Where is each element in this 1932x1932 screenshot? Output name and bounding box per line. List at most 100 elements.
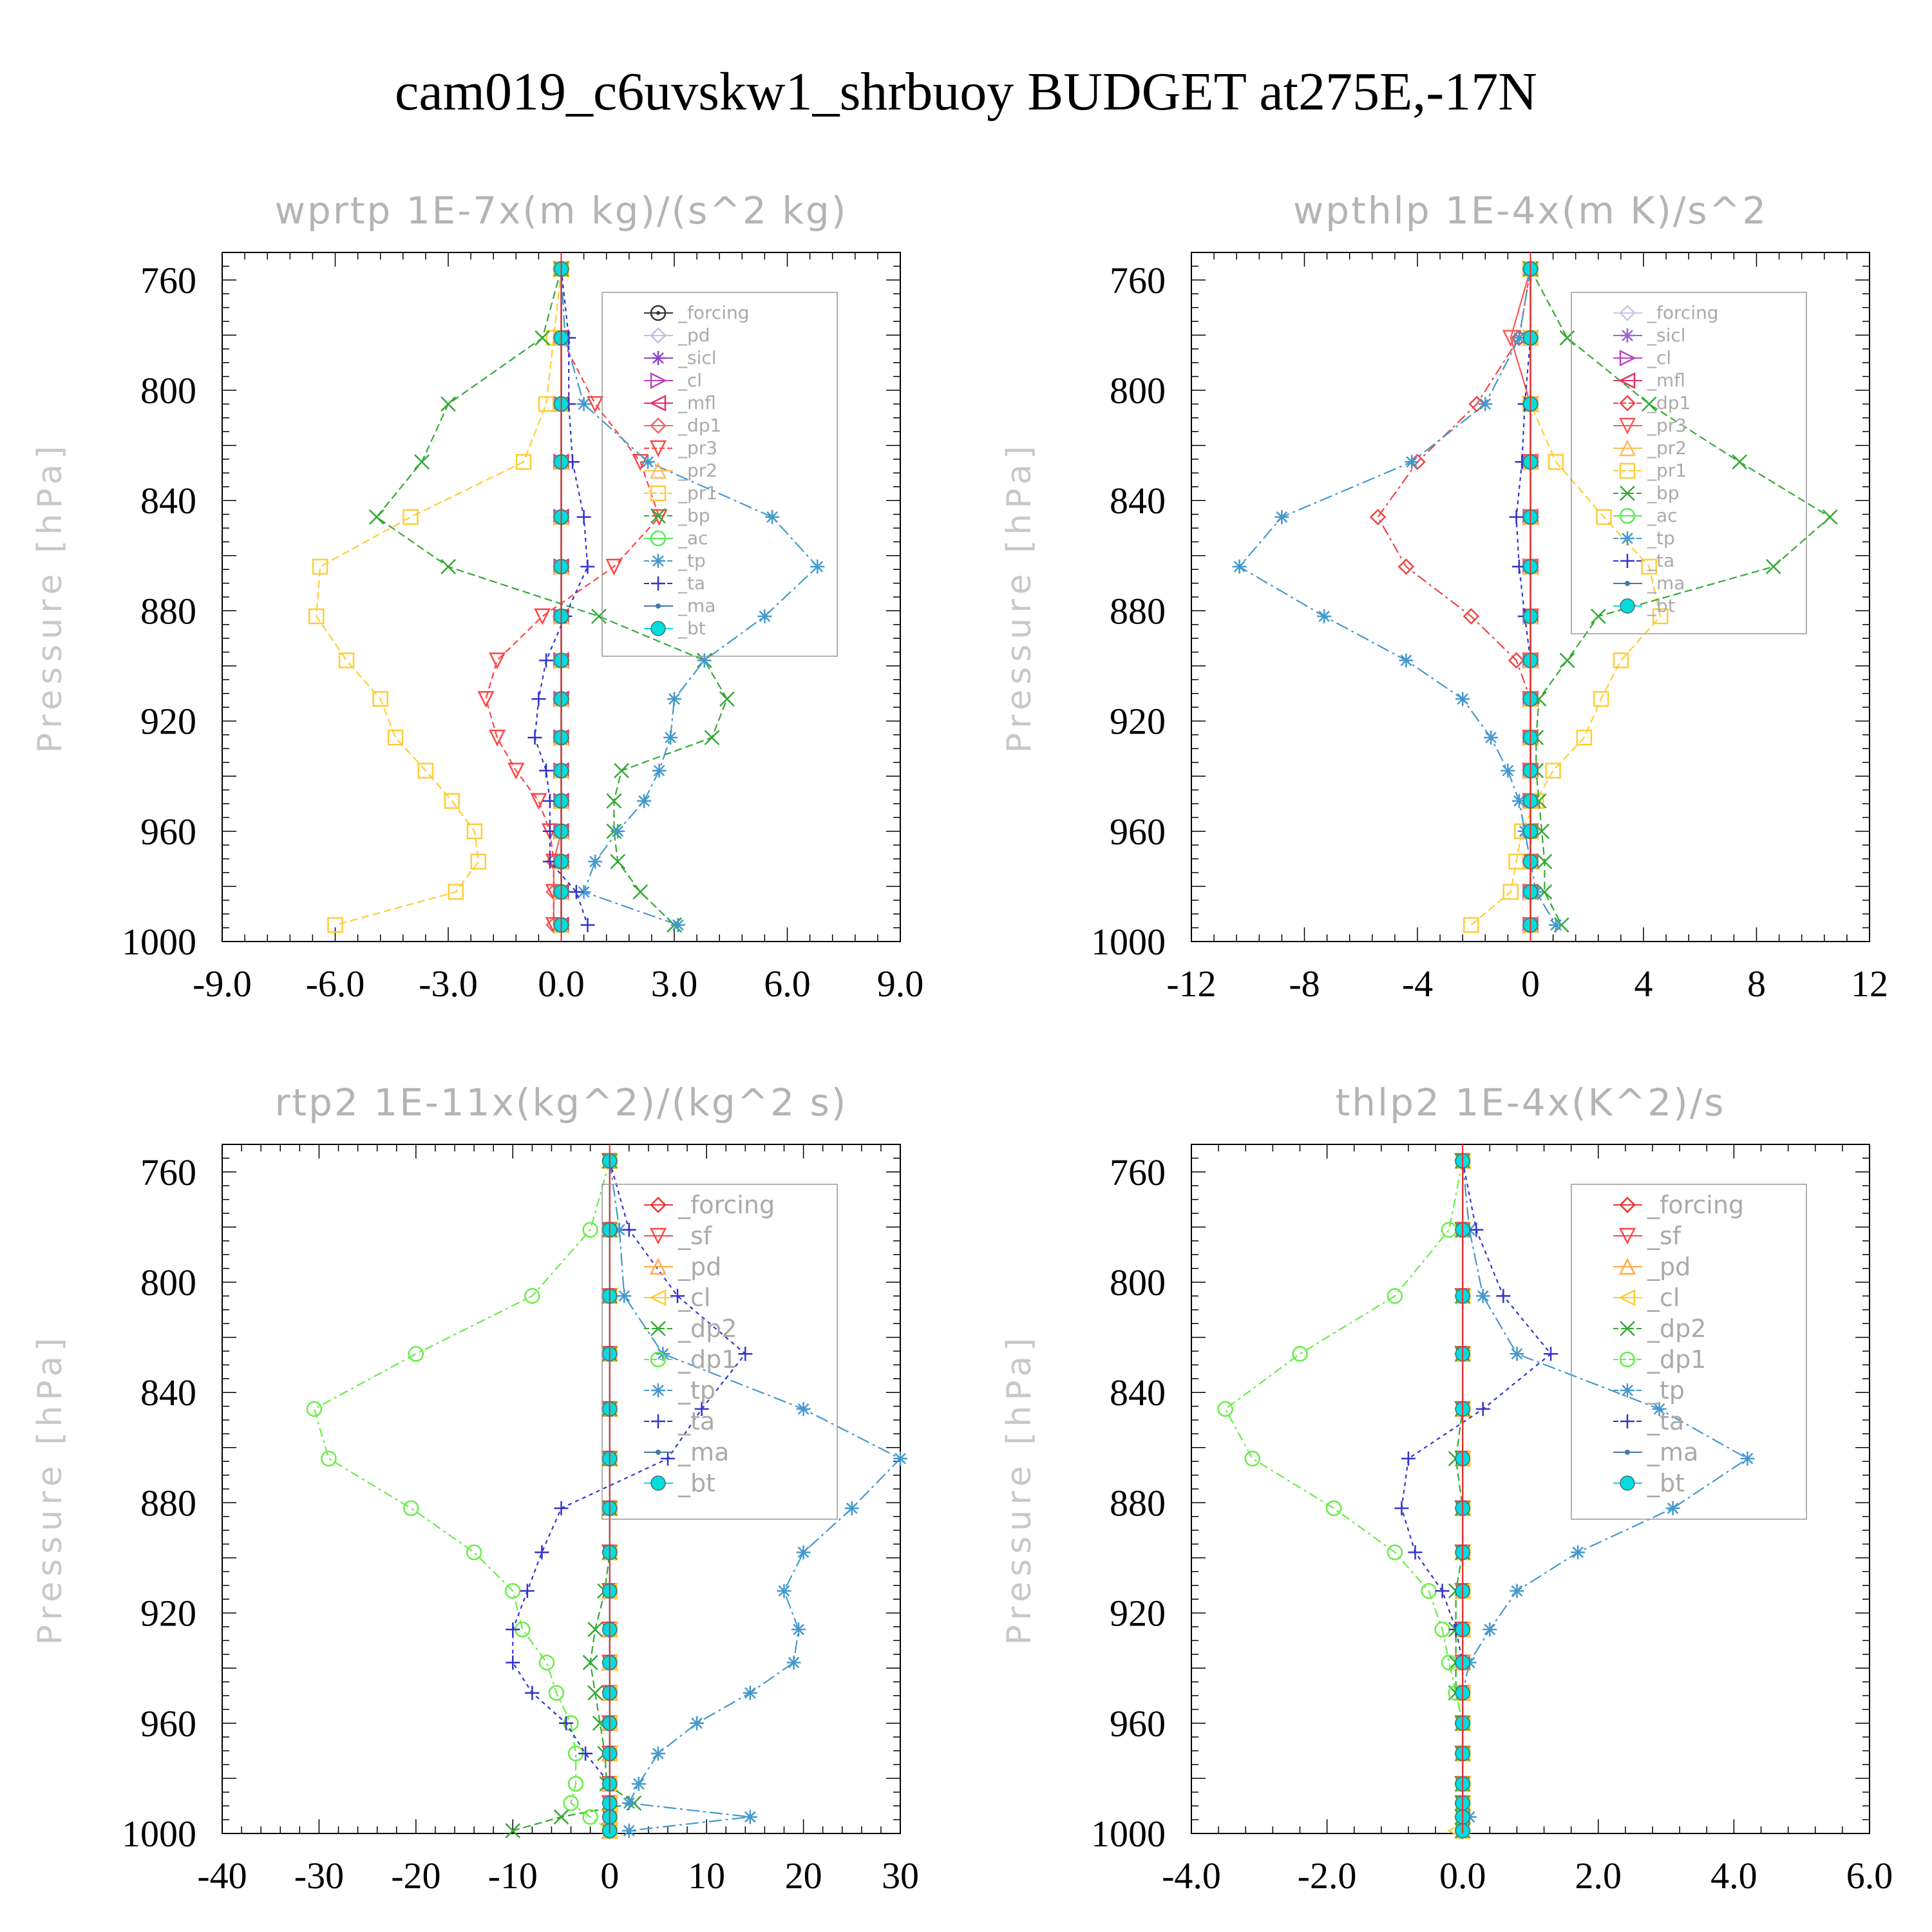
y-tick-label: 880 [140, 590, 196, 632]
legend-label: _cl [677, 1283, 710, 1312]
data-point_tp [1510, 1584, 1524, 1598]
legend-label: _tp [677, 550, 706, 571]
legend-marker_tp [1620, 1383, 1634, 1397]
chart-panel-1: wprtp 1E-7x(m kg)/(s^2 kg) Pressure [hPa]… [31, 189, 923, 1005]
data-point_pr3 [477, 691, 495, 708]
y-tick-label: 840 [1110, 480, 1166, 522]
series-line_pr1 [316, 269, 562, 926]
y-tick-label: 800 [140, 1262, 196, 1303]
x-tick-label: 10 [688, 1855, 725, 1897]
data-point_pr1 [327, 917, 343, 933]
legend-marker_pr2 [1618, 439, 1636, 457]
legend-marker_dp2 [650, 1321, 666, 1336]
data-point_dp1 [505, 1583, 521, 1599]
data-point_dp1 [1387, 1288, 1403, 1304]
y-tick-label: 800 [1110, 1262, 1166, 1303]
legend-label: _forcing [677, 302, 750, 323]
legend-marker_cl [649, 1289, 667, 1307]
data-point_tp [1274, 509, 1289, 524]
legend-marker_forcing [650, 1197, 667, 1213]
y-axis-label: Pressure [hPa] [31, 441, 70, 753]
data-point_bp [1732, 454, 1748, 470]
data-point_ta [660, 1451, 675, 1466]
legend-label: _forcing [1647, 1191, 1744, 1219]
legend-marker_mfl [1618, 372, 1636, 390]
legend-label: _sf [1647, 1222, 1682, 1250]
data-point_dp1 [1508, 652, 1525, 669]
data-point_dp1 [582, 1222, 598, 1238]
x-tick-label: -4 [1402, 963, 1433, 1005]
data-point_ta [580, 918, 595, 933]
legend-label: _ta [677, 573, 705, 594]
data-point_bp [614, 762, 629, 779]
legend-marker_tp [651, 1383, 665, 1397]
legend-marker_bp [650, 508, 666, 524]
data-point_tp [786, 1655, 801, 1670]
data-point_tp [1548, 918, 1563, 933]
data-point_dp1 [408, 1346, 424, 1362]
data-point_tp [1652, 1401, 1667, 1416]
y-tick-label: 760 [140, 260, 196, 301]
legend-marker_tp [651, 554, 665, 568]
data-point_tp [1501, 763, 1515, 778]
data-point_pr1 [1593, 691, 1609, 707]
legend-label: _bt [1647, 595, 1675, 616]
x-tick-label: -9.0 [193, 963, 252, 1005]
legend-marker_tp [1620, 531, 1634, 545]
data-point_ta [539, 763, 554, 778]
panel-title: thlp2 1E-4x(K^2)/s [1335, 1081, 1725, 1124]
y-tick-label: 1000 [122, 921, 196, 963]
legend-marker_ta [651, 576, 665, 591]
data-point_tp [796, 1545, 811, 1560]
plot-frame [222, 1144, 901, 1834]
legend-marker_ma [656, 1450, 661, 1455]
legend-label: _pd [677, 1253, 721, 1281]
legend-label: _mfl [677, 392, 716, 413]
legend: _forcing _sf _pd_cl_dp2_dp1_tp_ta _ma _bt [601, 1184, 838, 1520]
data-point_tp [1510, 1347, 1524, 1361]
data-point_pr1 [448, 884, 464, 900]
legend-marker_cl [1619, 349, 1636, 367]
y-minor-ticks [222, 252, 900, 942]
data-point_pr3 [530, 793, 547, 810]
y-tick-label: 880 [1110, 1482, 1166, 1524]
legend-label: _cl [677, 370, 702, 391]
data-point_tp [796, 1401, 811, 1416]
data-point_ta [569, 884, 583, 899]
series-group [1232, 260, 1838, 934]
data-point_bp [1537, 853, 1553, 869]
data-point_bp [610, 853, 626, 869]
legend-label: _tp [1647, 1376, 1685, 1405]
x-minor-ticks [1191, 1144, 1870, 1833]
y-tick-label: 840 [140, 480, 196, 522]
legend-label: _bp [1647, 482, 1680, 504]
data-point_pr1 [444, 793, 460, 809]
data-point_tp [617, 1289, 632, 1303]
x-tick-label: 3.0 [651, 963, 698, 1005]
data-point_pr1 [1463, 917, 1479, 933]
legend: _forcing _sf _pd_cl_dp2_dp1_tp_ta _ma _bt [1571, 1184, 1807, 1520]
legend-marker_ma [656, 603, 661, 609]
y-tick-label: 920 [140, 1593, 196, 1634]
legend-label: _pr2 [1647, 437, 1687, 459]
data-point_tp [757, 609, 772, 623]
data-point_bp [632, 884, 649, 900]
x-tick-label: 4 [1634, 963, 1653, 1005]
data-point_ta [1469, 1222, 1484, 1237]
x-minor-ticks [222, 1144, 901, 1833]
data-point_ta [1475, 1401, 1490, 1416]
data-point_pr1 [1548, 454, 1564, 470]
legend-marker_pr3 [649, 440, 667, 457]
data-point_dp2 [587, 1622, 603, 1638]
series-group [306, 1151, 907, 1840]
legend-marker_dp1 [650, 417, 667, 434]
data-point_dp1 [1397, 558, 1415, 575]
legend-label: _ac [1647, 505, 1678, 526]
y-tick-label: 920 [1110, 1593, 1166, 1634]
data-point_tp [1482, 1622, 1497, 1637]
data-point_ta [506, 1655, 520, 1670]
x-tick-label: 2.0 [1575, 1855, 1622, 1897]
panel-title: rtp2 1E-11x(kg^2)/(kg^2 s) [275, 1081, 848, 1124]
x-tick-label: 0 [1521, 963, 1540, 1005]
data-point_tp [1317, 609, 1332, 623]
